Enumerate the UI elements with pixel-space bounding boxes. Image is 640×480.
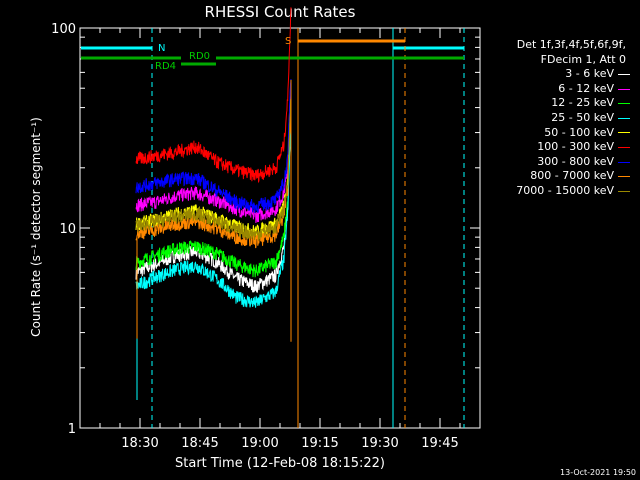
series-300-800kev — [136, 79, 291, 213]
y-tick-label: 100 — [51, 22, 76, 37]
chart-title: RHESSI Count Rates — [205, 3, 356, 21]
legend-header-line2: FDecim 1, Att 0 — [470, 53, 632, 68]
legend-entry-swatch — [618, 103, 630, 104]
legend-entry-label: 800 - 7000 keV — [530, 169, 614, 184]
legend-entry: 3 - 6 keV — [470, 67, 632, 82]
legend-entry: 100 - 300 keV — [470, 140, 632, 155]
legend-entry: 800 - 7000 keV — [470, 169, 632, 184]
saa-label: S — [285, 36, 291, 47]
legend-entry: 6 - 12 keV — [470, 82, 632, 97]
legend-entry: 12 - 25 keV — [470, 96, 632, 111]
x-tick-label: 19:00 — [241, 436, 278, 451]
legend-entry-swatch — [618, 132, 630, 133]
legend-entry-label: 50 - 100 keV — [544, 126, 614, 141]
legend-entry-swatch — [618, 191, 630, 192]
legend-rows: 3 - 6 keV 6 - 12 keV 12 - 25 keV 25 - 50 ke… — [470, 67, 632, 198]
x-tick-label: 19:45 — [421, 436, 458, 451]
series-100-300kev — [136, 7, 291, 181]
legend-entry-label: 300 - 800 keV — [537, 155, 614, 170]
night-label: N — [158, 43, 165, 54]
legend-entry-swatch — [618, 147, 630, 148]
x-tick-label: 19:15 — [301, 436, 338, 451]
legend-entry-swatch — [618, 118, 630, 119]
plot-area: 1 10 100 18:30 18:45 19:00 19:15 19:30 19:45 — [51, 7, 480, 451]
legend-entry-label: 7000 - 15000 keV — [516, 184, 614, 199]
x-tick-label: 19:30 — [361, 436, 398, 451]
y-axis-label: Count Rate (s⁻¹ detector segment⁻¹) — [29, 117, 43, 337]
legend-entry-swatch — [618, 74, 630, 75]
x-tick-label: 18:45 — [181, 436, 218, 451]
legend-entry-label: 6 - 12 keV — [558, 82, 614, 97]
legend-entry: 25 - 50 keV — [470, 111, 632, 126]
legend-entry-swatch — [618, 89, 630, 90]
y-tick-label: 1 — [68, 422, 76, 437]
legend-entry-label: 3 - 6 keV — [565, 67, 614, 82]
legend-entry-label: 25 - 50 keV — [551, 111, 614, 126]
rd0-label: RD0 — [189, 51, 210, 62]
legend: Det 1f,3f,4f,5f,6f,9f, FDecim 1, Att 0 3… — [470, 38, 632, 199]
x-axis-label: Start Time (12-Feb-08 18:15:22) — [175, 456, 385, 471]
x-tick-label: 18:30 — [121, 436, 158, 451]
legend-header-line1: Det 1f,3f,4f,5f,6f,9f, — [470, 38, 632, 53]
legend-entry-label: 100 - 300 keV — [537, 140, 614, 155]
rd4-label: RD4 — [155, 61, 176, 72]
legend-entry: 7000 - 15000 keV — [470, 184, 632, 199]
legend-entry: 50 - 100 keV — [470, 126, 632, 141]
legend-entry-swatch — [618, 162, 630, 163]
render-timestamp: 13-Oct-2021 19:50 — [560, 468, 636, 477]
y-tick-label: 10 — [59, 222, 76, 237]
legend-entry-label: 12 - 25 keV — [551, 96, 614, 111]
legend-entry-swatch — [618, 176, 630, 177]
legend-entry: 300 - 800 keV — [470, 155, 632, 170]
